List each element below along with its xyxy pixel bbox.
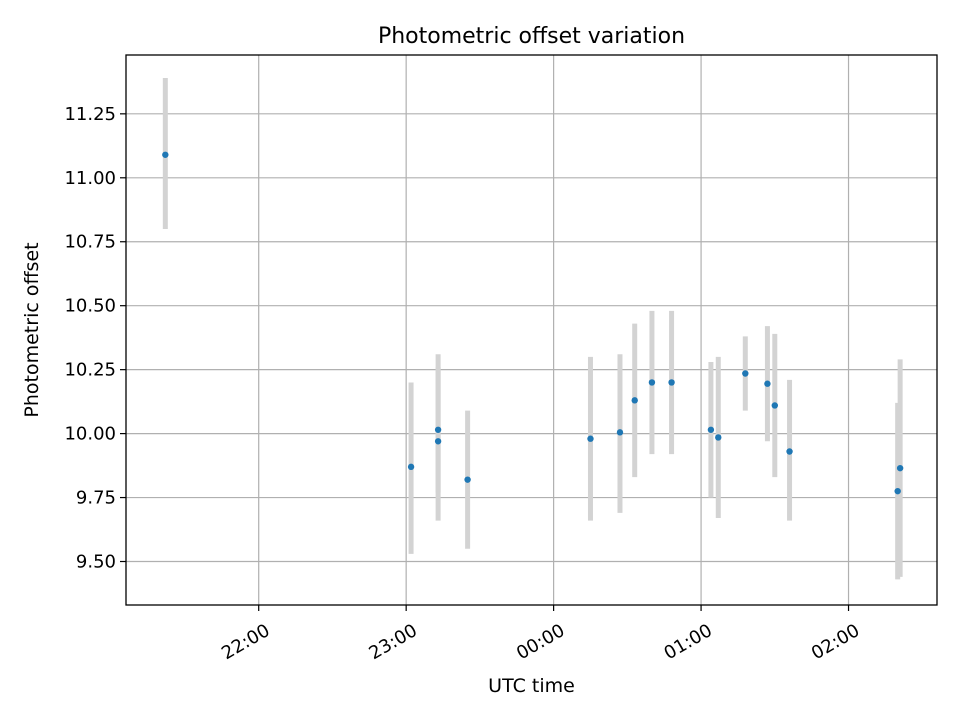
- y-tick-label: 11.25: [64, 104, 116, 125]
- y-tick-label: 10.25: [64, 360, 116, 381]
- x-tick-label: 01:00: [660, 620, 715, 664]
- errorbar-layer: [162, 78, 903, 580]
- x-tick-label: 02:00: [808, 620, 863, 664]
- x-tick-label: 23:00: [366, 620, 421, 664]
- plot-frame: [125, 54, 938, 606]
- data-point: [771, 402, 778, 409]
- data-point: [648, 379, 656, 386]
- data-point: [434, 426, 442, 433]
- data-point: [896, 464, 904, 472]
- data-point: [407, 463, 415, 471]
- data-point: [715, 434, 722, 441]
- y-tick-layer: 9.50 9.75 10.00 10.25 10.50 10.75 11.00 11.25: [64, 104, 126, 573]
- data-point: [162, 151, 169, 158]
- y-axis-label: Photometric offset: [21, 242, 43, 417]
- x-tick-label: 22:00: [218, 620, 273, 664]
- x-tick-label: 00:00: [513, 620, 568, 664]
- x-axis-label: UTC time: [488, 675, 575, 697]
- y-tick-label: 10.00: [64, 424, 116, 445]
- data-point: [786, 448, 793, 455]
- data-point: [434, 438, 442, 445]
- data-point: [668, 379, 675, 386]
- y-tick-label: 11.00: [64, 168, 116, 189]
- data-point: [464, 476, 471, 483]
- data-point: [616, 429, 624, 436]
- point-layer: [162, 151, 904, 495]
- data-point: [587, 435, 594, 442]
- data-point: [742, 370, 749, 377]
- y-tick-label: 10.50: [64, 296, 116, 317]
- y-tick-label: 9.75: [76, 488, 116, 509]
- chart-title: Photometric offset variation: [378, 24, 685, 49]
- data-point: [707, 426, 715, 433]
- x-tick-layer: 22:00 23:00 00:00 01:00 02:00: [218, 605, 863, 664]
- data-point: [894, 487, 901, 495]
- grid-layer: [126, 55, 937, 605]
- data-point: [764, 380, 771, 387]
- y-tick-label: 10.75: [64, 232, 116, 253]
- y-tick-label: 9.50: [76, 552, 116, 573]
- data-point: [631, 397, 638, 404]
